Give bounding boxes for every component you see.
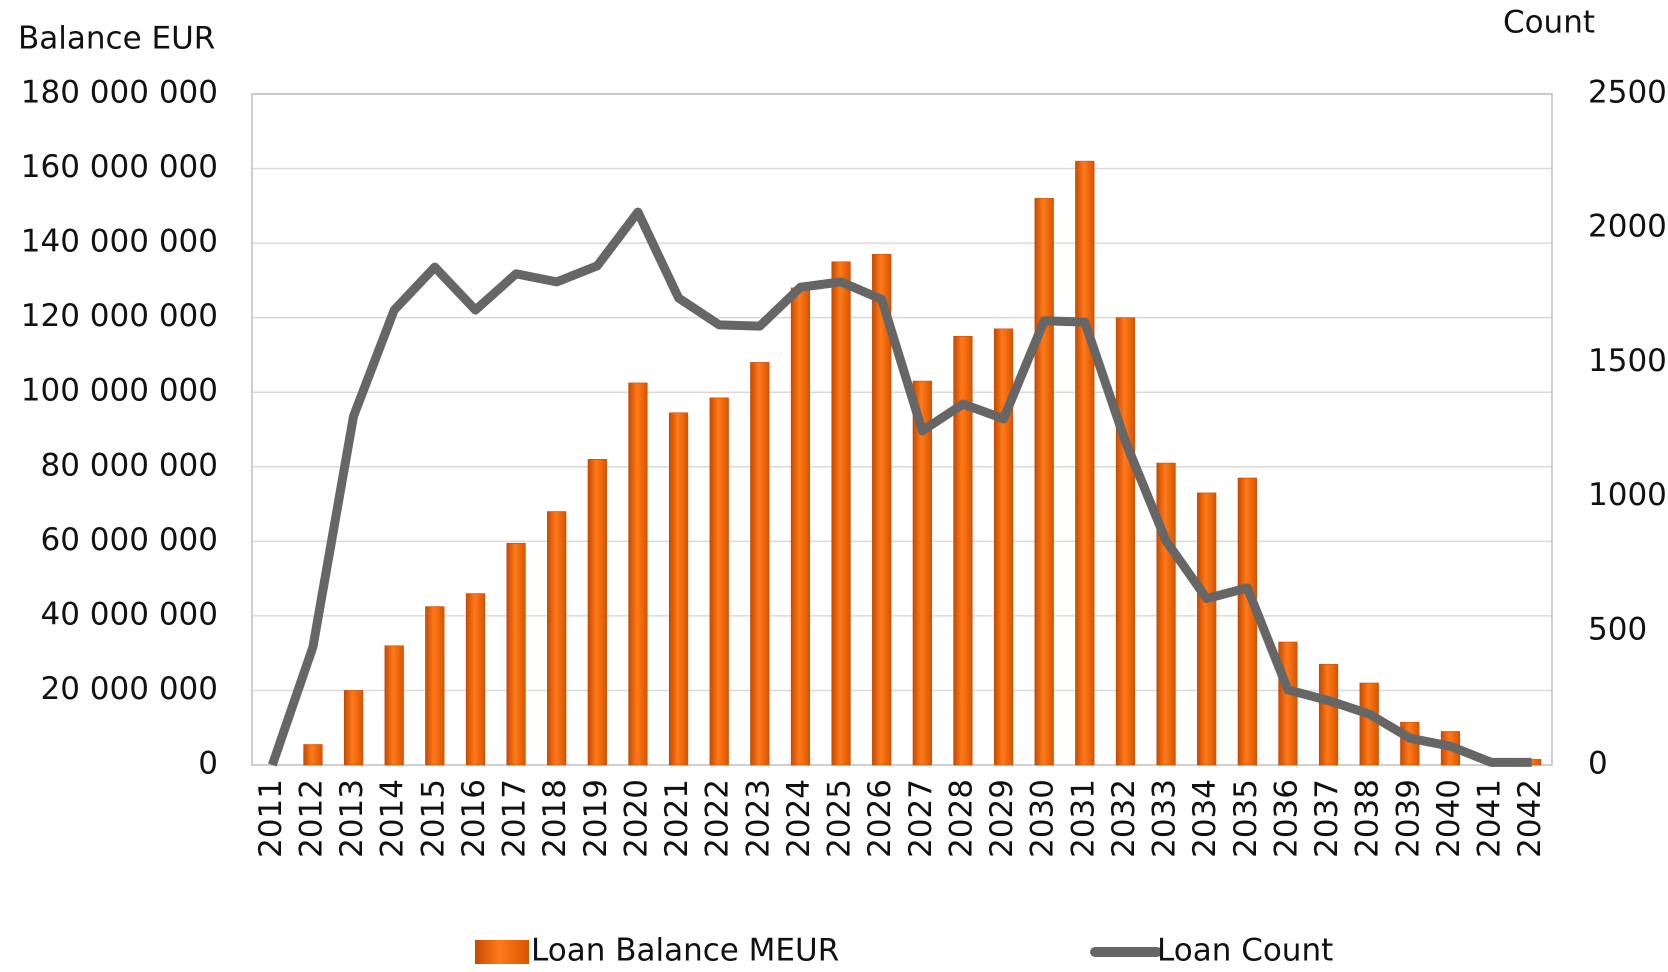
y-tick-label: 0: [198, 746, 218, 782]
bar: [1075, 160, 1095, 766]
bar: [1359, 682, 1379, 766]
bar: [1156, 462, 1176, 766]
bar: [303, 744, 323, 766]
x-tick-label: 2035: [1228, 779, 1264, 858]
x-tick-label: 2034: [1187, 779, 1223, 858]
bar: [953, 336, 973, 766]
x-tick-label: 2030: [1025, 779, 1061, 858]
bar: [343, 690, 364, 766]
bar: [750, 362, 770, 766]
x-tick-label: 2018: [537, 779, 573, 858]
x-tick-label: 2016: [456, 779, 492, 858]
bar: [790, 287, 811, 766]
bar: [1318, 664, 1339, 766]
x-tick-label: 2033: [1147, 779, 1183, 858]
bar: [587, 459, 607, 766]
line: [268, 207, 1532, 767]
y2-tick-label: 1000: [1588, 477, 1667, 513]
x-tick-label: 2026: [862, 779, 898, 858]
y2-tick-label: 0: [1588, 746, 1608, 782]
y-tick-label: 40 000 000: [41, 596, 219, 632]
y-tick-label: 100 000 000: [21, 373, 218, 409]
x-tick-label: 2041: [1472, 779, 1508, 858]
y2-axis-title: Count: [1503, 5, 1595, 41]
y-tick-label: 140 000 000: [21, 224, 218, 260]
bar: [1278, 641, 1298, 766]
bar: [668, 412, 689, 766]
bar: [872, 254, 892, 766]
bar: [1237, 477, 1257, 766]
x-tick-label: 2040: [1431, 779, 1467, 858]
y-tick-label: 160 000 000: [21, 149, 218, 185]
x-tick-label: 2039: [1390, 779, 1426, 858]
y-tick-label: 80 000 000: [41, 447, 219, 483]
bar: [547, 511, 567, 766]
x-tick-label: 2023: [740, 779, 776, 858]
y-axis-title: Balance EUR: [18, 21, 215, 57]
x-tick-label: 2025: [822, 779, 858, 858]
bar: [506, 542, 526, 766]
y-tick-label: 20 000 000: [41, 671, 219, 707]
x-tick-label: 2024: [781, 779, 817, 858]
bar: [912, 380, 932, 766]
legend-swatch: [475, 940, 529, 964]
y-tick-label: 180 000 000: [21, 75, 218, 111]
y-tick-label: 60 000 000: [41, 522, 219, 558]
y2-tick-label: 2000: [1588, 209, 1667, 245]
x-tick-label: 2027: [903, 779, 939, 858]
bar: [384, 645, 404, 766]
legend-label: Loan Count: [1157, 933, 1333, 969]
x-tick-label: 2021: [659, 779, 695, 858]
bar: [1034, 198, 1054, 766]
bar: [709, 397, 729, 766]
bar: [831, 261, 851, 766]
bar: [425, 606, 445, 766]
bar: [1115, 317, 1136, 766]
x-tick-label: 2029: [984, 779, 1020, 858]
x-tick-label: 2012: [293, 779, 329, 858]
x-tick-label: 2038: [1350, 779, 1386, 858]
x-tick-label: 2036: [1268, 779, 1304, 858]
x-tick-label: 2019: [578, 779, 614, 858]
x-tick-label: 2037: [1309, 779, 1345, 858]
x-tick-label: 2028: [943, 779, 979, 858]
legend-label: Loan Balance MEUR: [531, 933, 839, 969]
bar: [1197, 492, 1217, 766]
plot-border: [251, 93, 1553, 766]
x-tick-label: 2017: [497, 779, 533, 858]
bar: [465, 593, 486, 766]
x-tick-label: 2042: [1512, 779, 1548, 858]
y-tick-label: 120 000 000: [21, 298, 218, 334]
x-tick-label: 2032: [1106, 779, 1142, 858]
x-tick-label: 2014: [375, 779, 411, 858]
x-tick-label: 2011: [253, 779, 289, 858]
bar: [628, 382, 648, 766]
x-tick-label: 2031: [1065, 779, 1101, 858]
bar: [993, 328, 1014, 766]
y2-tick-label: 2500: [1588, 75, 1667, 111]
x-tick-label: 2020: [618, 779, 654, 858]
x-tick-label: 2022: [700, 779, 736, 858]
y2-tick-label: 500: [1588, 611, 1647, 647]
x-tick-label: 2013: [334, 779, 370, 858]
y2-tick-label: 1500: [1588, 343, 1667, 379]
x-tick-label: 2015: [415, 779, 451, 858]
